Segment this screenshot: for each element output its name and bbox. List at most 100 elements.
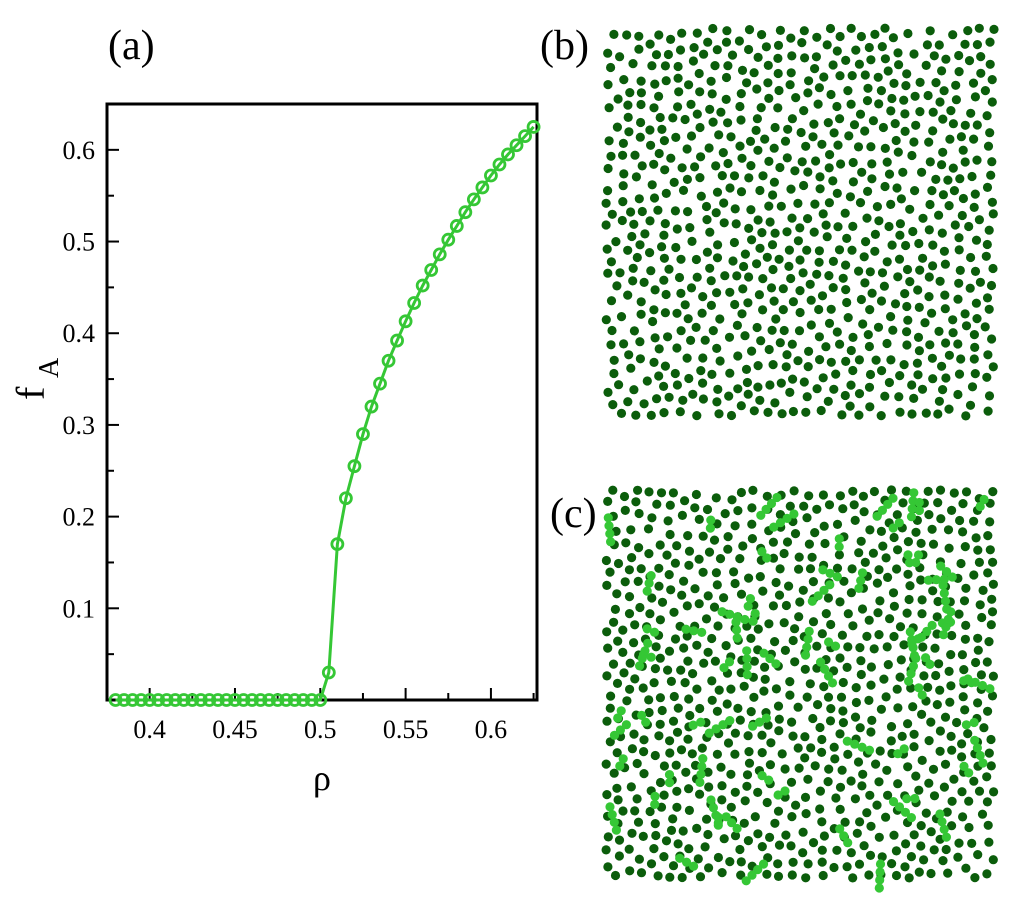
particle xyxy=(835,653,845,663)
particle xyxy=(940,304,950,314)
particle xyxy=(862,808,872,818)
particle xyxy=(712,706,722,716)
particle xyxy=(982,111,992,121)
particle xyxy=(672,786,682,796)
particle xyxy=(983,568,993,578)
aggregate-particle xyxy=(970,735,980,745)
particle xyxy=(607,209,617,219)
particle xyxy=(645,609,655,619)
particle xyxy=(824,271,834,281)
particle xyxy=(886,199,896,209)
particle xyxy=(969,516,979,526)
particle xyxy=(773,68,783,79)
aggregate-particle xyxy=(742,646,752,656)
particle xyxy=(860,126,870,136)
particle xyxy=(938,147,948,157)
particle xyxy=(949,774,959,784)
particle xyxy=(972,155,982,165)
particle xyxy=(778,284,788,294)
aggregate-particle xyxy=(922,626,932,636)
particle xyxy=(633,576,643,586)
data-point xyxy=(279,693,294,707)
particle xyxy=(786,273,796,284)
particle xyxy=(695,703,705,714)
particle xyxy=(746,161,756,171)
aggregate-particle xyxy=(803,634,813,644)
particle xyxy=(783,124,793,134)
particle xyxy=(757,748,767,758)
particle xyxy=(707,695,717,705)
particle xyxy=(958,499,968,509)
particle xyxy=(948,30,958,40)
particle xyxy=(723,532,733,542)
particle xyxy=(681,767,691,777)
particle xyxy=(666,153,676,163)
particle xyxy=(609,768,619,778)
particle xyxy=(946,106,956,116)
particle xyxy=(800,753,810,763)
particle xyxy=(956,354,966,364)
particle xyxy=(724,391,734,401)
aggregate-particle xyxy=(615,761,625,771)
particle xyxy=(875,596,885,606)
particle xyxy=(958,527,968,537)
particle xyxy=(892,510,902,520)
particle xyxy=(958,812,968,822)
particle xyxy=(678,826,688,836)
particle xyxy=(877,42,887,52)
particle xyxy=(914,867,924,877)
particle xyxy=(635,354,645,364)
particle xyxy=(722,699,732,709)
particle xyxy=(877,268,888,278)
aggregate-particle xyxy=(753,865,763,875)
particle xyxy=(644,695,654,705)
aggregate-particle xyxy=(758,859,769,869)
particle xyxy=(799,26,809,36)
particle xyxy=(793,236,803,246)
particle xyxy=(625,88,635,98)
aggregate-particle xyxy=(609,817,619,827)
particle xyxy=(948,163,958,173)
particle xyxy=(845,401,855,411)
particle xyxy=(629,326,639,336)
particle xyxy=(659,852,669,862)
particle xyxy=(770,122,780,133)
particle xyxy=(674,272,685,283)
particle xyxy=(860,278,870,288)
particle xyxy=(983,706,993,716)
particle xyxy=(661,188,671,198)
aggregate-particle xyxy=(646,652,656,662)
particle xyxy=(716,107,726,117)
particle xyxy=(901,486,911,496)
particle xyxy=(841,356,851,366)
particle xyxy=(850,515,860,525)
particle xyxy=(972,314,982,324)
aggregate-particle xyxy=(664,778,675,788)
particle xyxy=(802,245,812,255)
particle xyxy=(956,558,966,569)
particle xyxy=(603,832,613,842)
particle xyxy=(835,114,845,124)
particle xyxy=(698,567,708,577)
particle xyxy=(877,366,887,376)
particle xyxy=(815,172,825,182)
particle xyxy=(603,268,613,278)
particle xyxy=(934,659,944,669)
particle xyxy=(794,612,804,622)
particle xyxy=(625,658,635,668)
particle xyxy=(862,213,872,223)
aggregate-particle xyxy=(675,853,685,863)
particle xyxy=(728,256,738,266)
particle xyxy=(887,240,897,250)
particle xyxy=(627,231,637,242)
particle xyxy=(865,305,875,315)
particle xyxy=(948,328,958,338)
particle xyxy=(817,817,827,827)
particle xyxy=(931,670,941,681)
particle xyxy=(923,90,933,101)
particle xyxy=(955,515,965,526)
particle xyxy=(729,567,739,577)
particle xyxy=(854,410,864,420)
particle xyxy=(626,363,636,373)
particle xyxy=(817,139,827,149)
